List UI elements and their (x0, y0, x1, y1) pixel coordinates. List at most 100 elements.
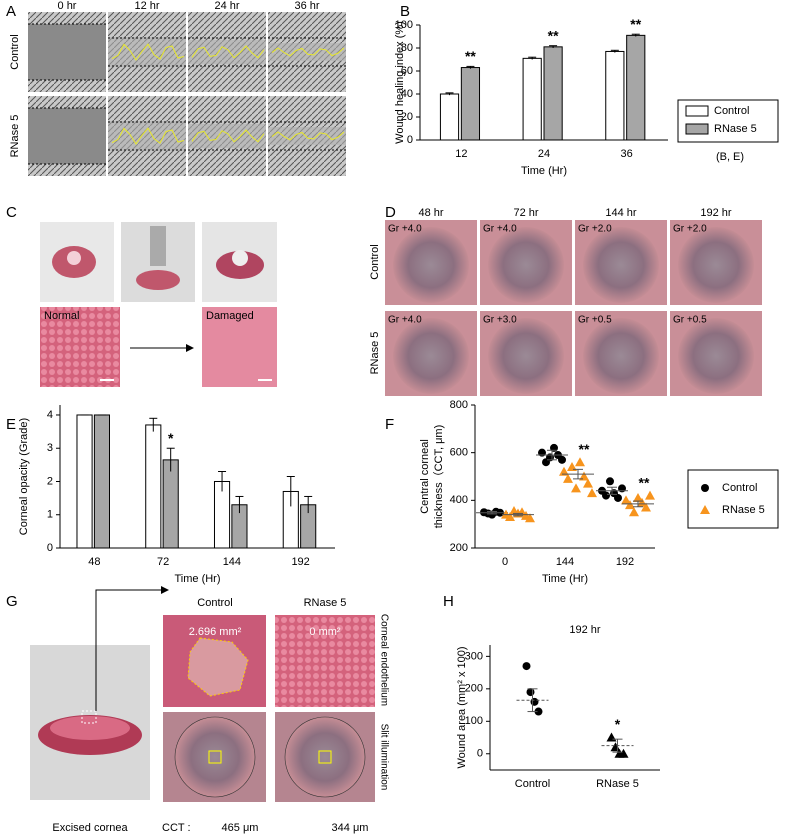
cornea (393, 318, 469, 394)
y-tick-label: 600 (450, 447, 468, 459)
y-axis-label: Central corneal (419, 439, 431, 514)
legend-box (677, 99, 779, 143)
bar (76, 414, 93, 549)
bar (145, 424, 162, 549)
legend-swatch (685, 105, 709, 117)
x-tick-label: 12 (455, 148, 467, 160)
cornea (488, 318, 564, 394)
significance: ** (579, 441, 590, 457)
grade-label: Gr +0.5 (578, 315, 612, 326)
point (571, 483, 581, 493)
scratch-gap (268, 43, 346, 61)
significance: * (168, 430, 174, 446)
significance: ** (639, 474, 650, 490)
point (579, 471, 589, 481)
cct-label: CCT : (162, 822, 191, 834)
grade-label: Gr +4.0 (388, 224, 422, 235)
column-label: 48 hr (418, 207, 443, 219)
point (602, 491, 610, 500)
x-tick-label: RNase 5 (596, 778, 639, 790)
wound-outline (191, 45, 265, 59)
wound-outline (271, 131, 345, 141)
panel-label: B (400, 3, 410, 20)
x-tick-label: 24 (538, 148, 550, 160)
significance: * (615, 716, 621, 732)
y-tick-label: 20 (401, 111, 413, 123)
panel-label: E (6, 416, 16, 433)
point (625, 500, 635, 510)
cornea (583, 227, 659, 303)
point (530, 697, 539, 706)
x-tick-label: 0 (502, 556, 508, 568)
chart-title: 192 hr (569, 624, 601, 636)
y-tick-label: 100 (465, 715, 483, 727)
bar (460, 67, 481, 141)
point (614, 493, 622, 502)
scratch-gap (108, 121, 186, 151)
side-label: Slit illumination (378, 724, 389, 791)
panel-label: D (385, 204, 396, 221)
point (621, 495, 631, 505)
scratch-gap (188, 124, 266, 148)
y-axis-label: Corneal opacity (Grade) (18, 418, 30, 535)
grade-label: Gr +0.5 (673, 315, 707, 326)
legend-label: RNase 5 (714, 123, 757, 135)
cct-value: 344 μm (332, 822, 369, 834)
area-label: 0 mm² (309, 626, 341, 638)
point (558, 455, 566, 464)
grade-label: Gr +3.0 (483, 315, 517, 326)
column-label: 0 hr (58, 0, 77, 12)
bar (93, 414, 110, 549)
point (587, 488, 597, 498)
column-label: 12 hr (134, 0, 159, 12)
y-tick-label: 80 (401, 42, 413, 54)
x-tick-label: 144 (223, 556, 241, 568)
significance: ** (465, 48, 476, 64)
y-tick-label: 4 (47, 409, 53, 421)
point (522, 662, 531, 671)
legend-swatch (685, 123, 709, 135)
cornea (393, 227, 469, 303)
image-label: Damaged (206, 310, 254, 322)
grade-label: Gr +4.0 (388, 315, 422, 326)
y-tick-label: 2 (47, 475, 53, 487)
legend-label: Control (714, 105, 749, 117)
significance: ** (630, 16, 641, 32)
legend-marker (701, 484, 709, 492)
legend-note: (B, E) (716, 151, 744, 163)
row-label: RNase 5 (9, 115, 21, 158)
x-axis-label: Time (Hr) (174, 573, 220, 585)
y-tick-label: 400 (450, 494, 468, 506)
wound-outline (111, 43, 185, 61)
column-label: Control (197, 597, 232, 609)
y-tick-label: 60 (401, 65, 413, 77)
y-axis-label: Wound area (mm² x 100) (456, 646, 468, 768)
point (505, 512, 515, 522)
caption: Excised cornea (52, 822, 128, 834)
surgery-photos (40, 222, 277, 387)
bar (162, 459, 179, 549)
scratch-gap (28, 24, 106, 80)
bar (605, 50, 625, 141)
bar (626, 34, 646, 141)
point (641, 502, 651, 512)
y-tick-label: 40 (401, 88, 413, 100)
column-label: 24 hr (214, 0, 239, 12)
point (606, 477, 614, 486)
bar (522, 57, 542, 141)
cct-value: 465 μm (222, 822, 259, 834)
row-label: RNase 5 (369, 332, 381, 375)
point (567, 461, 577, 471)
y-axis-label: thickness（CCT, μm) (432, 425, 445, 529)
y-tick-label: 3 (47, 442, 53, 454)
y-tick-label: 1 (47, 509, 53, 521)
x-axis-label: Time (Hr) (521, 165, 567, 177)
x-tick-label: 36 (621, 148, 633, 160)
column-label: 144 hr (605, 207, 637, 219)
column-label: 192 hr (700, 207, 732, 219)
significance: ** (548, 27, 559, 43)
legend-label: RNase 5 (722, 504, 765, 516)
image-label: Normal (44, 310, 79, 322)
wound-outline (111, 127, 185, 145)
